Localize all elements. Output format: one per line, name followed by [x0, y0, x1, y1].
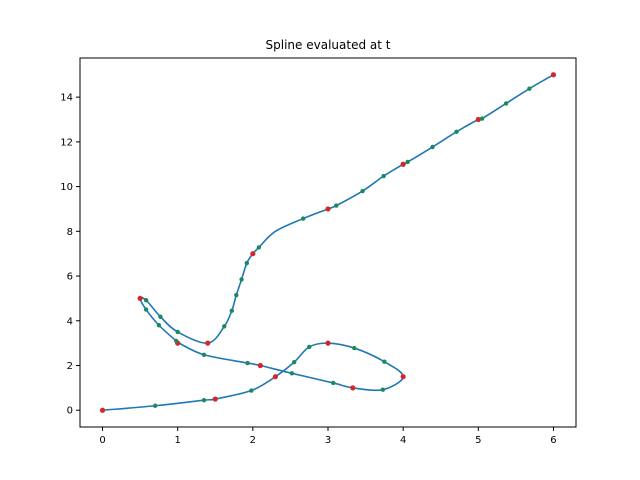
knot-point	[550, 72, 557, 78]
sample-point	[152, 403, 158, 408]
y-tick-label: 14	[60, 93, 73, 104]
sample-point	[291, 359, 297, 365]
sample-point	[382, 359, 387, 364]
sample-point	[331, 380, 336, 386]
x-tick-label: 2	[250, 435, 256, 446]
knot-point	[475, 116, 481, 123]
sample-point	[503, 101, 509, 106]
sample-point	[307, 344, 312, 350]
sample-point	[249, 388, 254, 393]
sample-point	[234, 292, 239, 298]
x-tick-label: 3	[325, 435, 331, 446]
y-tick-label: 8	[67, 227, 73, 238]
knot-point	[400, 161, 406, 167]
sample-point	[256, 245, 262, 250]
knot-point	[350, 385, 356, 391]
knot-point	[325, 340, 331, 346]
y-tick-label: 4	[67, 316, 73, 327]
x-tick-label: 1	[175, 435, 181, 446]
knot-point	[205, 340, 211, 346]
sample-point	[352, 345, 357, 351]
x-tick-label: 4	[400, 435, 406, 446]
knot-point	[400, 374, 406, 380]
sample-point	[175, 329, 180, 335]
sample-point	[380, 387, 386, 392]
chart-title: Spline evaluated at t	[266, 38, 391, 52]
y-tick-label: 0	[67, 406, 73, 417]
sample-point	[360, 188, 365, 194]
y-tick-label: 12	[60, 137, 73, 148]
knot-point	[272, 374, 278, 380]
sample-point	[454, 129, 459, 134]
sample-point	[244, 260, 250, 266]
x-tick-label: 5	[475, 435, 481, 446]
sample-point	[156, 323, 162, 328]
knot-point	[250, 251, 256, 257]
y-tick-label: 6	[67, 272, 73, 283]
sample-point	[143, 297, 149, 303]
y-tick-label: 10	[60, 182, 73, 193]
axes-frame	[79, 57, 577, 428]
sample-point	[201, 397, 207, 403]
sample-point	[158, 314, 163, 319]
sample-point	[301, 216, 306, 221]
sample-point	[430, 144, 435, 150]
y-tick-label: 2	[67, 361, 73, 372]
sample-point	[334, 203, 339, 208]
sample-point	[245, 360, 250, 366]
sample-point	[405, 159, 410, 165]
x-tick-label: 0	[99, 435, 105, 446]
knot-point	[325, 206, 331, 212]
sample-point	[239, 277, 244, 282]
sample-point	[173, 338, 179, 344]
sample-point	[289, 371, 295, 376]
sample-point	[229, 308, 235, 313]
x-tick-label: 6	[550, 435, 556, 446]
sample-point	[527, 86, 532, 91]
sample-point	[222, 324, 227, 329]
sample-point	[201, 352, 207, 357]
knot-point	[212, 396, 218, 402]
knot-point	[137, 295, 143, 302]
knot-point	[99, 407, 106, 413]
knot-point	[257, 362, 263, 369]
sample-point	[381, 173, 386, 179]
sample-point	[479, 116, 485, 121]
sample-point	[143, 307, 149, 312]
